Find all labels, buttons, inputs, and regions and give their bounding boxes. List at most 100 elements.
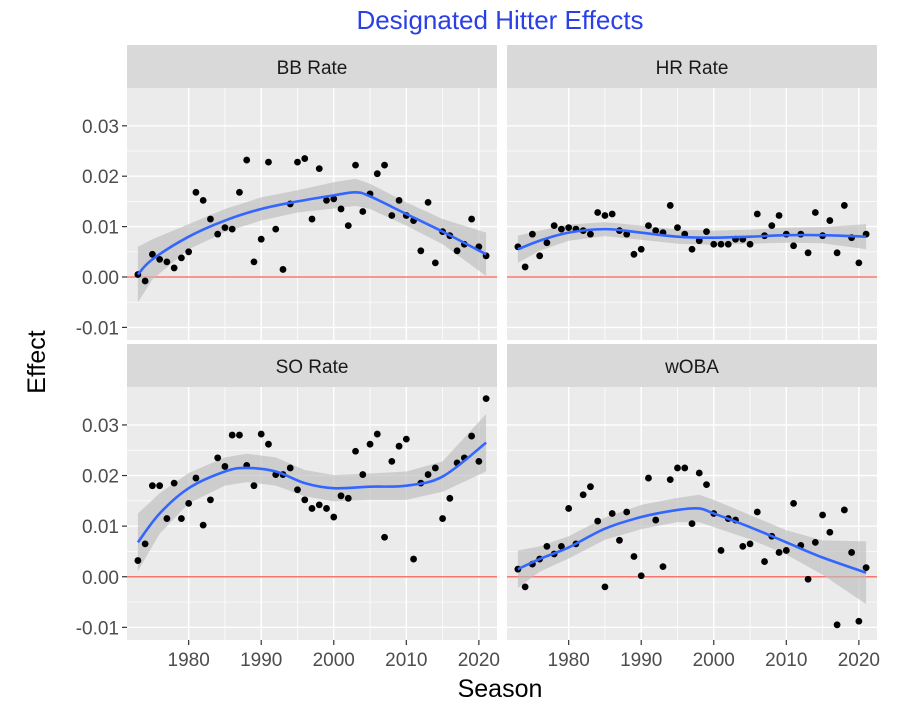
data-point: [330, 513, 338, 521]
data-point: [528, 230, 536, 238]
data-point: [207, 215, 214, 223]
smooth-trend-line: [517, 506, 867, 574]
data-point: [645, 474, 652, 482]
data-point: [855, 617, 863, 625]
facet-strip: [127, 45, 497, 88]
x-tick-label: 2020: [458, 650, 500, 671]
confidence-band: [137, 413, 487, 572]
data-point: [134, 557, 142, 564]
data-point: [521, 263, 529, 271]
data-point: [178, 515, 185, 522]
data-point: [695, 237, 703, 245]
x-tick-label: 2000: [313, 650, 355, 671]
data-point: [717, 547, 725, 554]
data-point: [811, 209, 819, 216]
data-point: [482, 395, 490, 403]
data-point: [148, 482, 156, 490]
data-point: [840, 506, 848, 514]
data-point: [543, 239, 551, 247]
data-point: [294, 158, 301, 166]
data-point: [337, 492, 345, 500]
data-point: [746, 540, 754, 548]
y-tick-label: 0.01: [82, 517, 119, 538]
data-point: [431, 464, 439, 472]
data-point: [214, 230, 222, 238]
data-point: [761, 558, 768, 565]
data-point: [185, 499, 193, 507]
chart-title: Designated Hitter Effects: [356, 5, 643, 35]
data-point: [601, 212, 609, 219]
data-point: [439, 515, 446, 522]
data-point: [565, 505, 573, 512]
smooth-trend-line: [136, 441, 487, 544]
data-point: [594, 517, 602, 525]
data-point: [352, 161, 359, 169]
data-point: [359, 208, 367, 215]
data-point: [308, 215, 316, 223]
data-point: [446, 494, 454, 502]
data-point: [826, 217, 834, 224]
data-point: [543, 542, 551, 550]
data-point: [141, 277, 149, 285]
y-tick-label: 0.00: [82, 268, 119, 289]
data-point: [594, 209, 602, 216]
data-point: [156, 482, 164, 490]
facet-strip-label: SO Rate: [276, 357, 349, 378]
data-point: [775, 549, 783, 556]
smooth-trend-line: [136, 191, 487, 276]
data-point: [717, 240, 725, 248]
data-point: [659, 563, 667, 571]
data-point: [833, 249, 841, 257]
data-point: [163, 515, 171, 522]
data-point: [214, 454, 222, 462]
x-tick-label: 1980: [168, 650, 210, 671]
x-tick-label: 1990: [240, 650, 282, 671]
data-point: [703, 481, 710, 489]
y-tick-label: 0.03: [82, 117, 119, 138]
data-point: [637, 245, 645, 253]
data-point: [199, 521, 207, 529]
data-point: [840, 202, 848, 209]
data-point: [695, 469, 703, 477]
data-point: [666, 202, 674, 209]
data-point: [330, 195, 338, 203]
y-tick-label: 0.03: [82, 416, 119, 437]
data-point: [746, 240, 754, 248]
data-point: [402, 435, 410, 443]
data-point: [156, 255, 164, 263]
y-axes: -0.01 0.00 0.01 0.02 0.03 -0.01 0.00 0.01 0.02 0.…: [76, 117, 127, 639]
data-point: [819, 511, 826, 519]
data-point: [424, 471, 432, 478]
data-point: [294, 486, 301, 494]
panel-so-rate: SO Rate: [127, 344, 497, 640]
facet-strip-label: wOBA: [664, 357, 719, 378]
data-point: [601, 583, 609, 591]
data-point: [753, 210, 761, 218]
data-point: [804, 575, 812, 583]
data-point: [630, 250, 638, 258]
data-point: [221, 224, 229, 232]
data-point: [475, 457, 483, 465]
y-tick-label: -0.01: [76, 318, 119, 339]
data-point: [674, 224, 681, 232]
data-point: [804, 249, 812, 257]
y-tick-label: 0.02: [82, 467, 119, 488]
data-point: [666, 476, 674, 483]
data-point: [608, 510, 616, 517]
y-tick-label: 0.00: [82, 568, 119, 589]
data-point: [565, 224, 573, 232]
data-point: [250, 258, 258, 266]
data-point: [163, 258, 171, 266]
data-point: [833, 621, 841, 629]
data-point: [381, 533, 388, 541]
data-point: [366, 440, 374, 448]
facet-strip: [507, 344, 877, 387]
data-point: [775, 212, 783, 219]
data-point: [315, 165, 323, 173]
y-tick-label: 0.01: [82, 218, 119, 239]
data-point: [308, 505, 316, 512]
facet-strip: [127, 344, 497, 387]
data-point: [790, 242, 797, 250]
data-point: [848, 549, 856, 556]
